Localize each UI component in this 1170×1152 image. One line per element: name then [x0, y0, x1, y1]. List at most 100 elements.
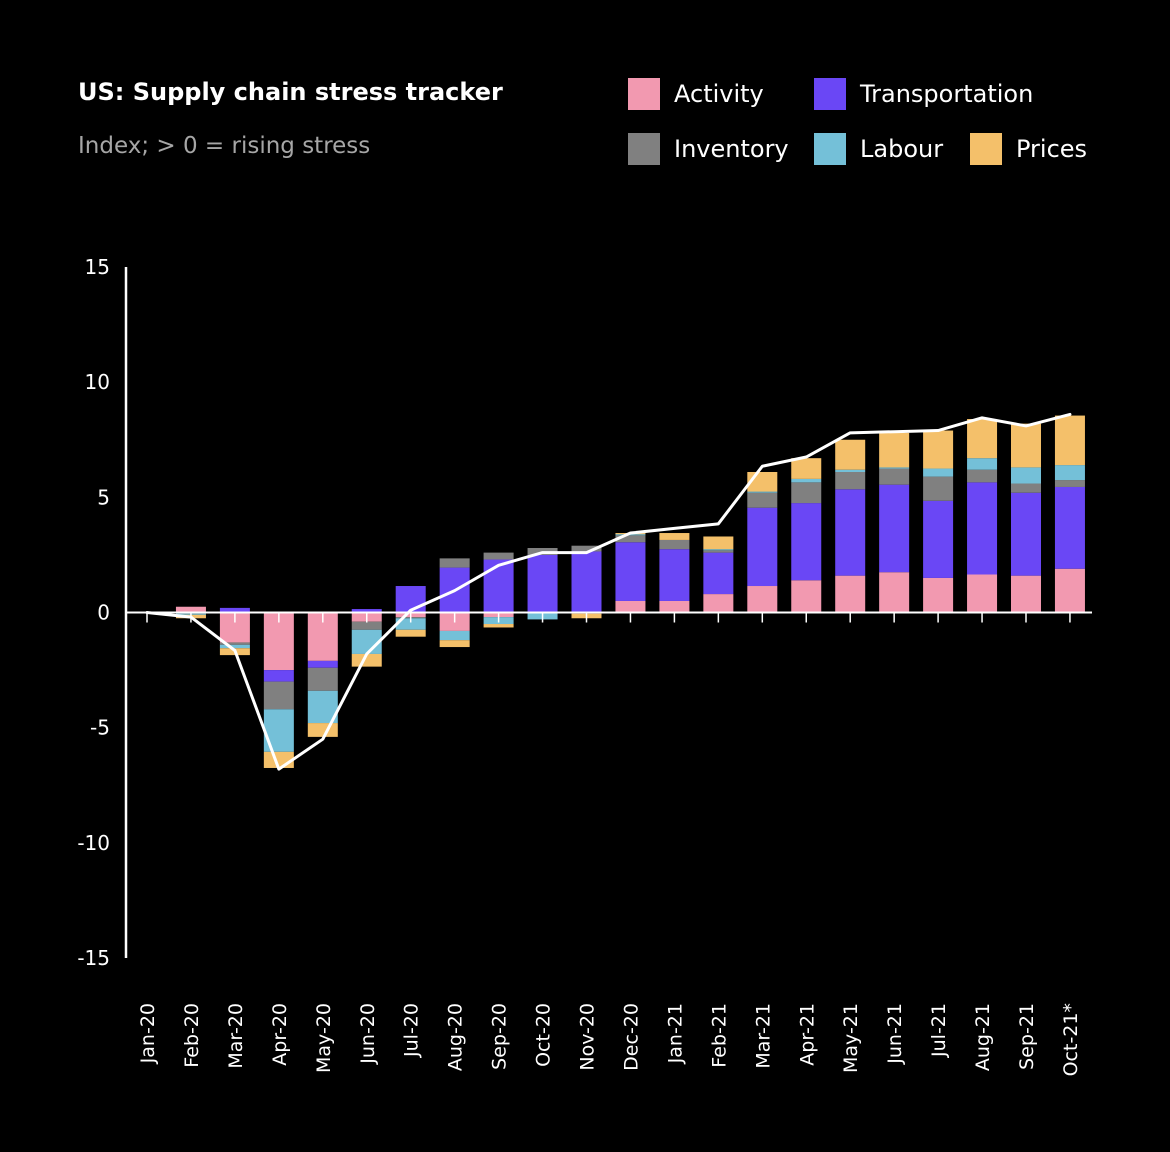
bar-segment-labour — [1011, 467, 1041, 484]
x-tick-label: Sep-21 — [1016, 1003, 1038, 1070]
legend-label-transportation: Transportation — [860, 80, 1034, 108]
legend-label-activity: Activity — [674, 80, 764, 108]
y-tick-label: 5 — [97, 485, 110, 509]
bar-segment-inventory — [923, 476, 954, 501]
bar-segment-transportation — [307, 660, 338, 668]
bar-segment-inventory — [967, 469, 998, 483]
x-tick-label: Jun-20 — [357, 1003, 379, 1065]
bar-segment-inventory — [351, 621, 382, 630]
bar-segment-inventory — [307, 667, 338, 691]
bar-segment-labour — [747, 491, 778, 493]
bar-segment-activity — [879, 572, 910, 613]
legend-swatch-prices — [970, 133, 1002, 165]
bar-segment-inventory — [483, 552, 514, 560]
bar-segment-inventory — [1011, 483, 1041, 493]
bar-segment-prices — [395, 629, 426, 637]
bar-segment-labour — [791, 478, 822, 483]
bar-segment-labour — [219, 644, 250, 649]
y-tick-label: -5 — [90, 716, 110, 740]
bar-segment-transportation — [923, 500, 954, 578]
bar-segment-transportation — [747, 507, 778, 587]
bar-segment-activity — [747, 586, 778, 613]
legend-item-labour: Labour — [814, 133, 943, 165]
x-tick-label: Oct-21* — [1060, 1003, 1082, 1076]
bar-segment-prices — [1054, 415, 1085, 466]
x-tick-label: Feb-21 — [708, 1003, 730, 1068]
bar-segment-inventory — [219, 642, 250, 645]
bar-segment-transportation — [527, 554, 558, 613]
x-tick-label: Nov-20 — [577, 1003, 599, 1071]
bar-segment-labour — [395, 618, 426, 630]
bar-segment-prices — [967, 419, 998, 459]
bar-segment-transportation — [791, 503, 822, 581]
x-tick-label: Oct-20 — [533, 1003, 555, 1067]
bar-segment-prices — [879, 432, 910, 468]
legend-item-inventory: Inventory — [628, 133, 789, 165]
bar-segment-transportation — [571, 551, 602, 613]
legend-swatch-activity — [628, 78, 660, 110]
bar-segment-transportation — [263, 670, 294, 682]
bar-segment-labour — [703, 549, 734, 551]
x-tick-label: Aug-21 — [972, 1003, 994, 1071]
bar-segment-labour — [879, 467, 910, 469]
bar-segment-prices — [307, 723, 338, 737]
x-tick-label: Mar-20 — [225, 1003, 247, 1069]
x-tick-label: Dec-20 — [620, 1003, 642, 1071]
bar-segment-inventory — [615, 535, 646, 543]
bar-segment-labour — [615, 534, 646, 536]
x-tick-label: Aug-20 — [445, 1003, 467, 1071]
bar-segment-transportation — [659, 549, 690, 601]
bar-segment-inventory — [703, 550, 734, 553]
y-tick-label: -15 — [77, 946, 110, 970]
chart-subtitle: Index; > 0 = rising stress — [78, 133, 371, 159]
x-tick-label: Jan-21 — [664, 1003, 686, 1064]
bar-segment-labour — [351, 629, 382, 654]
x-tick-label: Feb-20 — [181, 1003, 203, 1068]
legend-label-prices: Prices — [1016, 135, 1088, 163]
x-tick-label: Apr-20 — [269, 1003, 291, 1066]
bar-segment-prices — [659, 533, 690, 540]
y-tick-label: 10 — [85, 370, 110, 394]
bar-segment-inventory — [747, 492, 778, 508]
x-tick-label: Jun-21 — [884, 1003, 906, 1065]
bar-segment-activity — [923, 577, 954, 613]
bar-segment-transportation — [351, 609, 382, 613]
bar-segment-prices — [483, 624, 514, 628]
x-tick-label: May-21 — [840, 1003, 862, 1073]
bar-segment-prices — [351, 653, 382, 667]
bar-segment-prices — [703, 536, 734, 550]
bar-segment-activity — [791, 580, 822, 613]
bar-segment-inventory — [791, 482, 822, 504]
bar-segment-activity — [1054, 568, 1085, 613]
bar-segment-activity — [967, 574, 998, 613]
bar-segment-transportation — [219, 607, 250, 613]
bar-segment-activity — [659, 600, 690, 613]
legend-item-activity: Activity — [628, 78, 764, 110]
bar-segment-prices — [835, 439, 866, 470]
x-tick-label: Jul-21 — [928, 1003, 950, 1058]
bar-segment-transportation — [879, 484, 910, 573]
bar-segment-labour — [967, 458, 998, 470]
legend-label-inventory: Inventory — [674, 135, 789, 163]
bar-segment-transportation — [1011, 492, 1041, 576]
x-tick-label: Jan-20 — [137, 1003, 159, 1064]
bar-segment-inventory — [835, 471, 866, 490]
bar-segment-activity — [1011, 575, 1041, 613]
legend-swatch-transportation — [814, 78, 846, 110]
bar-segment-inventory — [659, 539, 690, 550]
bar-segment-transportation — [1054, 486, 1085, 569]
x-tick-label: Mar-21 — [752, 1003, 774, 1069]
x-tick-label: Apr-21 — [796, 1003, 818, 1066]
bar-segment-prices — [923, 430, 954, 469]
bar-segment-transportation — [395, 586, 426, 613]
x-tick-label: Jul-20 — [401, 1003, 423, 1058]
legend-item-prices: Prices — [970, 133, 1087, 165]
bar-segment-labour — [439, 630, 470, 641]
bar-segment-activity — [175, 606, 206, 613]
bar-segment-activity — [835, 575, 866, 613]
bar-segment-prices — [791, 458, 822, 479]
y-tick-label: 15 — [85, 255, 110, 279]
bar-segment-labour — [923, 468, 954, 477]
bar-segment-inventory — [439, 558, 470, 568]
